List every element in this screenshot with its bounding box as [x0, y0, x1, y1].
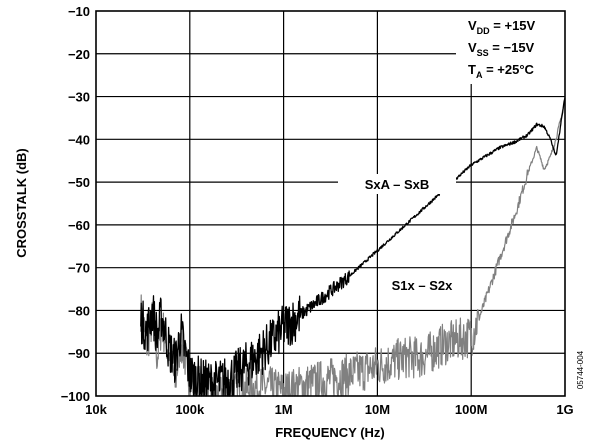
y-tick-label: −20 — [68, 47, 90, 62]
x-tick-label: 1G — [556, 402, 573, 417]
series-layer — [140, 97, 566, 397]
x-tick-label: 10M — [365, 402, 390, 417]
series-label-bg-sxa-sxb — [338, 174, 456, 194]
y-tick-label: −80 — [68, 303, 90, 318]
y-tick-label: −60 — [68, 218, 90, 233]
y-tick-label: −40 — [68, 132, 90, 147]
condition-line: VSS = −15V — [468, 40, 535, 58]
y-tick-label: −90 — [68, 346, 90, 361]
x-tick-label: 10k — [85, 402, 107, 417]
y-tick-label: −70 — [68, 261, 90, 276]
x-tick-label: 100M — [455, 402, 488, 417]
series-label-sxa-sxb: SxA – SxB — [365, 177, 430, 192]
x-tick-label: 100k — [175, 402, 205, 417]
x-axis-title: FREQUENCY (Hz) — [275, 425, 385, 440]
condition-line: TA = +25°C — [468, 62, 535, 80]
y-tick-label: −30 — [68, 90, 90, 105]
y-tick-label: −50 — [68, 175, 90, 190]
series-line-s1x-s2x — [140, 99, 566, 397]
plot-frame — [95, 10, 566, 397]
series-label-bg-s1x-s2x — [384, 275, 460, 295]
condition-line: VDD = +15V — [468, 18, 536, 36]
conditions-box — [456, 11, 565, 84]
tick-labels: 10k 100k 1M 10M 100M 1G −10 −20 −30 −40 −50 −60 −70 −… — [61, 4, 574, 417]
y-tick-label: −100 — [61, 389, 90, 404]
y-axis-title: CROSSTALK (dB) — [14, 148, 29, 258]
test-conditions: VDD = +15V VSS = −15V TA = +25°C — [468, 18, 536, 80]
figure-id: 05744-004 — [576, 350, 585, 389]
series-line-sxa-sxb — [140, 97, 566, 397]
x-tick-label: 1M — [275, 402, 293, 417]
series-label-s1x-s2x: S1x – S2x — [392, 278, 453, 293]
y-tick-label: −10 — [68, 4, 90, 19]
